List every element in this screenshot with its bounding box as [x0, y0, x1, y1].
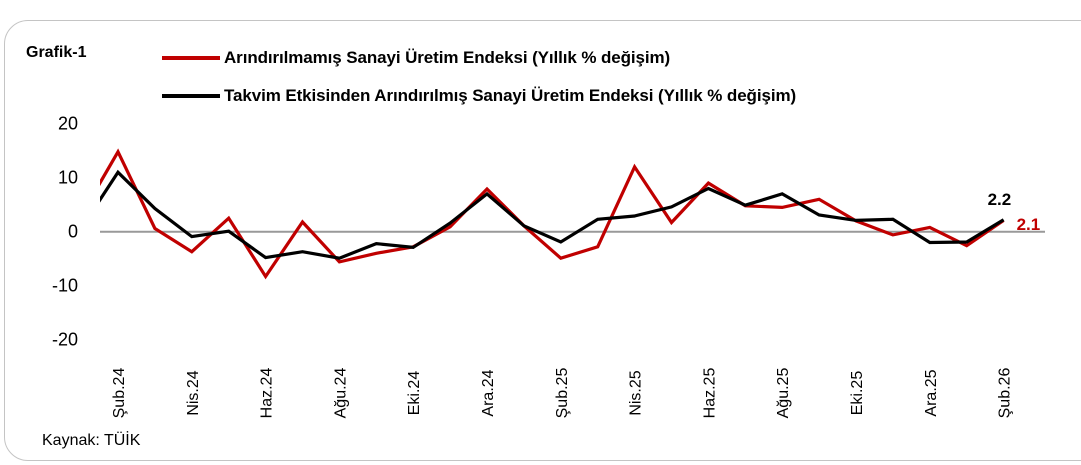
legend-label-calendar-adjusted: Takvim Etkisinden Arındırılmış Sanayi Ür…: [224, 86, 797, 105]
x-tick-label: Ara.24: [480, 369, 497, 416]
x-tick-label: Eki.24: [406, 371, 423, 416]
y-axis: 20 10 0 -10 -20: [52, 114, 78, 350]
series-layer: [100, 148, 1005, 280]
x-tick-label: Şub.26: [997, 368, 1014, 419]
y-tick-label: 20: [58, 114, 78, 134]
x-tick-label: Şub.25: [554, 368, 571, 419]
x-tick-label: Haz.24: [259, 368, 276, 419]
legend-swatch-black-line-icon: [162, 94, 220, 98]
x-tick-label: Ağu.24: [332, 368, 349, 419]
y-tick-label: 10: [58, 168, 78, 188]
x-tick-label: Nis.25: [628, 370, 645, 415]
x-tick-label: Şub.24: [111, 368, 128, 419]
source-note: Kaynak: TÜİK: [42, 432, 141, 449]
y-tick-label: -20: [52, 330, 78, 350]
x-tick-label: Haz.25: [701, 368, 718, 419]
legend-label-unadjusted: Arındırılmamış Sanayi Üretim Endeksi (Yı…: [224, 48, 671, 67]
legend-swatch-red-line-icon: [162, 56, 220, 60]
end-label-calendar-adjusted: 2.2: [988, 190, 1012, 209]
series-line-unadjusted: [100, 148, 1005, 280]
end-label-unadjusted: 2.1: [1017, 215, 1041, 234]
legend-item-unadjusted: Arındırılmamış Sanayi Üretim Endeksi (Yı…: [162, 48, 670, 68]
x-tick-label: Ağu.25: [775, 368, 792, 419]
end-value-labels: 2.2 2.1: [988, 190, 1041, 234]
y-tick-label: 0: [68, 222, 78, 242]
x-tick-label: Ara.25: [923, 369, 940, 416]
legend-item-calendar-adjusted: Takvim Etkisinden Arındırılmış Sanayi Ür…: [162, 86, 796, 106]
x-axis: Şub.24 Nis.24 Haz.24 Ağu.24 Eki.24 Ara.24 Şub.…: [111, 368, 1014, 419]
y-tick-label: -10: [52, 276, 78, 296]
series-line-calendar-adjusted: [100, 169, 1005, 260]
x-tick-label: Eki.25: [849, 371, 866, 416]
x-tick-label: Nis.24: [185, 370, 202, 415]
chart-title: Grafik-1: [26, 44, 87, 61]
